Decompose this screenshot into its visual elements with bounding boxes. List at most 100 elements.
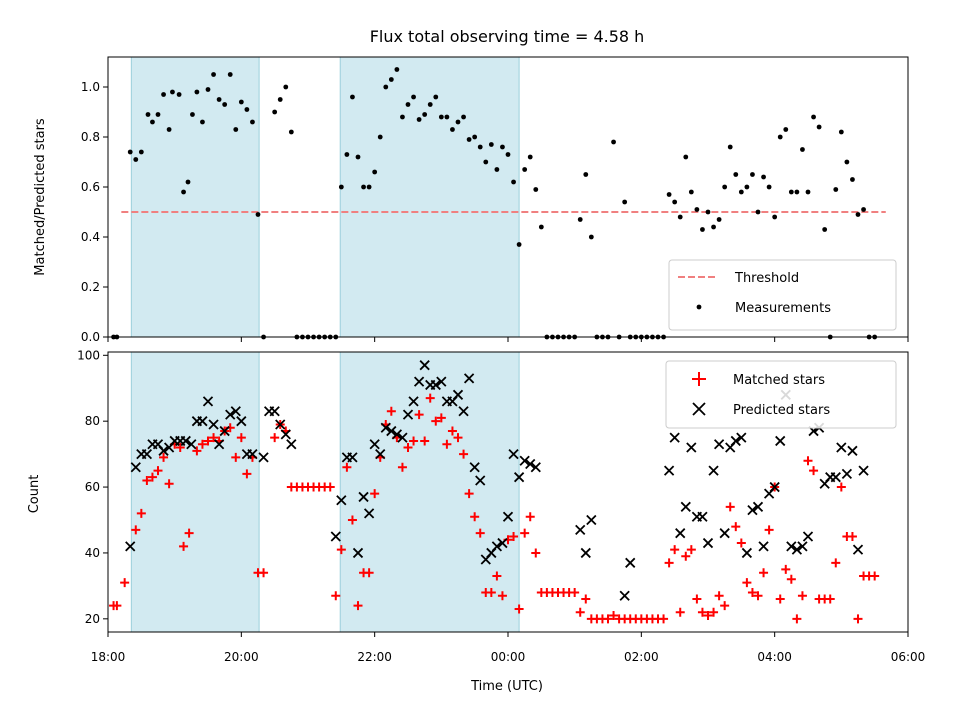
measurement-point — [383, 84, 389, 90]
legend-matched-label: Matched stars — [733, 373, 825, 388]
matched-stars-point — [142, 475, 152, 485]
predicted-stars-point — [697, 511, 708, 522]
predicted-stars-point — [458, 406, 469, 417]
matched-stars-point — [714, 591, 724, 601]
predicted-stars-point — [141, 448, 153, 460]
measurement-point — [588, 234, 594, 240]
predicted-stars-point — [680, 501, 691, 512]
measurement-point — [622, 199, 628, 205]
matched-stars-point — [725, 502, 735, 512]
top-y-tick-label: 0.4 — [81, 230, 100, 244]
predicted-stars-point — [513, 472, 525, 483]
measurement-point — [838, 129, 844, 135]
measurement-point — [788, 189, 794, 195]
measurement-point — [155, 112, 161, 117]
measurement-point — [777, 134, 783, 140]
chart-title: Flux total observing time = 4.58 h — [370, 27, 645, 46]
predicted-stars-point — [752, 501, 764, 512]
matched-stars-point — [197, 439, 207, 449]
predicted-stars-point — [519, 455, 530, 466]
measurement-point — [850, 177, 855, 182]
matched-stars-point — [497, 591, 507, 601]
measurement-point — [200, 119, 205, 125]
legend-matched-swatch — [692, 372, 706, 386]
matched-stars-point — [792, 614, 802, 624]
measurement-point — [700, 227, 705, 232]
matched-stars-point — [353, 601, 363, 611]
measurement-point — [444, 114, 450, 120]
matched-stars-point — [603, 614, 613, 624]
predicted-stars-point — [491, 541, 503, 552]
predicted-stars-point — [430, 379, 441, 391]
matched-stars-point — [325, 482, 335, 492]
measurement-point — [683, 154, 689, 160]
matched-stars-point — [609, 611, 619, 621]
matched-stars-point — [414, 410, 424, 420]
measurement-point — [772, 214, 778, 220]
matched-stars-point — [464, 489, 474, 499]
bottom-shaded-interval-1 — [130, 351, 260, 633]
matched-stars-point — [675, 607, 685, 617]
measurement-point — [127, 149, 133, 155]
matched-stars-point — [703, 611, 713, 621]
matched-stars-point — [659, 614, 669, 624]
measurement-point — [694, 207, 700, 212]
measurement-point — [216, 97, 222, 102]
measurement-point — [150, 119, 155, 125]
bottom-series-matched-stars — [109, 393, 880, 624]
measurement-point — [170, 89, 175, 95]
measurement-point — [450, 127, 455, 132]
measurement-point — [133, 157, 139, 162]
measurement-point — [283, 84, 289, 90]
predicted-stars-point — [347, 452, 358, 463]
predicted-stars-point — [713, 439, 725, 450]
matched-stars-point — [386, 406, 396, 416]
matched-stars-point — [681, 551, 691, 561]
measurement-point — [822, 227, 828, 232]
predicted-stars-point — [802, 531, 814, 542]
predicted-stars-point — [741, 547, 753, 559]
top-y-tick-label: 0.8 — [81, 130, 100, 144]
predicted-stars-point — [508, 448, 519, 460]
predicted-stars-point — [619, 590, 630, 601]
measurement-point — [755, 209, 761, 215]
measurement-point — [672, 199, 678, 205]
measurement-point — [350, 94, 355, 100]
matched-stars-point — [692, 594, 702, 604]
matched-stars-point — [742, 578, 752, 588]
measurement-point — [805, 189, 811, 195]
matched-stars-point — [153, 466, 163, 476]
predicted-stars-point — [280, 429, 291, 440]
matched-stars-point — [425, 393, 435, 403]
matched-stars-point — [347, 515, 357, 525]
matched-stars-point — [131, 525, 141, 535]
matched-stars-point — [136, 508, 146, 518]
measurement-point — [811, 114, 816, 120]
top-y-tick-label: 0.0 — [81, 330, 100, 344]
predicted-stars-point — [213, 439, 225, 450]
measurement-point — [394, 67, 400, 72]
predicted-stars-point — [125, 541, 136, 552]
x-tick-label: 00:00 — [491, 650, 526, 664]
matched-stars-point — [759, 568, 769, 578]
measurement-point — [272, 109, 278, 115]
matched-stars-point — [120, 578, 130, 588]
matched-stars-point — [420, 436, 430, 446]
measurement-point — [783, 127, 789, 132]
predicted-stars-point — [363, 508, 375, 519]
predicted-stars-point — [463, 373, 475, 384]
measurement-point — [388, 77, 394, 82]
measurement-point — [750, 172, 755, 177]
matched-stars-point — [570, 587, 580, 597]
matched-stars-point — [697, 607, 707, 617]
predicted-stars-point — [452, 389, 464, 400]
measurement-point — [411, 94, 416, 100]
predicted-stars-point — [391, 429, 403, 440]
bottom-y-tick-label: 100 — [77, 348, 100, 362]
measurement-point — [372, 169, 378, 175]
predicted-stars-point — [202, 396, 214, 407]
top-panel: 0.0 0.2 0.4 0.6 0.8 1.0 Threshold Measurements — [81, 56, 909, 344]
predicted-stars-point — [702, 537, 714, 549]
matched-stars-point — [470, 512, 480, 522]
matched-stars-point — [809, 466, 819, 476]
